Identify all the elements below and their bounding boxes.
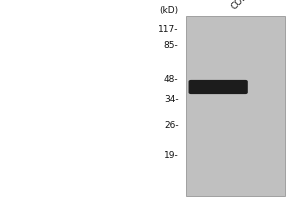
- Text: (kD): (kD): [159, 6, 178, 16]
- Text: 26-: 26-: [164, 120, 178, 130]
- Text: COLO205: COLO205: [229, 0, 265, 11]
- Text: 19-: 19-: [164, 152, 178, 160]
- Text: 117-: 117-: [158, 24, 178, 33]
- Bar: [186, 16, 285, 196]
- Text: 85-: 85-: [164, 40, 178, 49]
- Text: 48-: 48-: [164, 75, 178, 84]
- Text: 34-: 34-: [164, 95, 178, 104]
- FancyBboxPatch shape: [188, 80, 248, 94]
